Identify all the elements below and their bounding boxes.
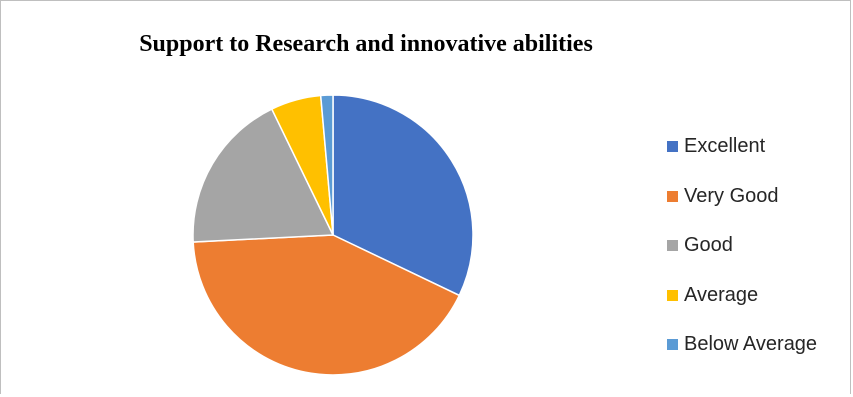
legend-swatch-excellent [667,141,678,153]
legend-swatch-very-good [667,190,678,202]
pie-slice-below-average [319,94,334,236]
pie-slice-good [192,108,335,243]
pie-slice-excellent [332,94,474,297]
legend-label-below-average: Below Average [684,333,818,356]
legend-label-good: Good [684,234,733,257]
legend-swatch-good [667,240,678,252]
legend-item-very-good: Very Good [667,172,817,222]
legend-label-excellent: Excellent [684,135,766,158]
legend-item-below-average: Below Average [667,320,817,370]
legend-item-good: Good [667,221,817,271]
legend-label-very-good: Very Good [684,184,779,207]
legend-label-average: Average [684,283,759,306]
chart-title: Support to Research and innovative abili… [139,31,593,57]
legend-item-excellent: Excellent [667,122,817,172]
pie-slice-very-good [192,234,461,376]
legend-swatch-average [667,289,678,301]
chart-legend: Excellent Very Good Good Average Below Avera… [667,122,817,370]
legend-item-average: Average [667,271,817,321]
legend-swatch-below-average [667,339,678,351]
